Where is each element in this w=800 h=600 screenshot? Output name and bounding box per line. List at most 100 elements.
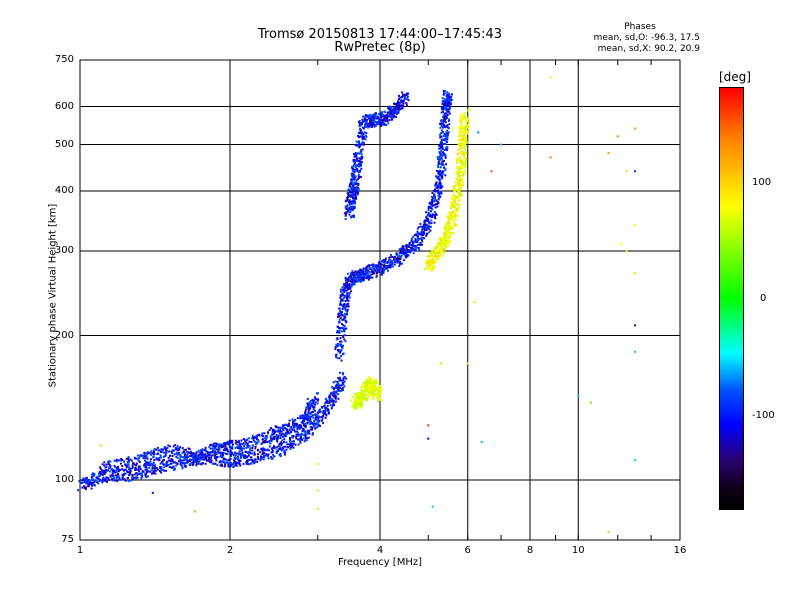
trace-point	[447, 229, 450, 231]
trace-point	[314, 427, 317, 430]
trace-point	[394, 256, 397, 258]
trace-point	[444, 102, 447, 105]
trace-point	[276, 440, 279, 443]
trace-point	[460, 167, 463, 170]
trace-point	[442, 248, 445, 251]
trace-point	[405, 102, 408, 105]
trace-point	[307, 415, 310, 418]
trace-point	[361, 272, 364, 275]
trace-point	[438, 193, 440, 196]
trace-point	[147, 451, 150, 454]
trace-point	[312, 416, 315, 419]
trace-point	[356, 164, 359, 167]
trace-point	[391, 262, 394, 265]
trace-point	[416, 239, 418, 242]
trace-point	[357, 177, 360, 180]
trace-point	[339, 387, 341, 389]
trace-point	[231, 441, 233, 444]
trace-point	[420, 237, 423, 240]
trace-point	[396, 259, 399, 262]
trace-point	[371, 381, 373, 384]
trace-point	[353, 406, 356, 409]
trace-point	[340, 390, 343, 393]
trace-point	[432, 255, 435, 258]
trace-point	[458, 146, 461, 149]
trace-point	[376, 267, 379, 270]
trace-point	[432, 189, 435, 192]
trace-point	[346, 281, 349, 284]
trace-point	[462, 140, 465, 143]
trace-point	[310, 415, 313, 418]
trace-point	[318, 415, 320, 418]
trace-point	[423, 224, 426, 227]
trace-point	[185, 461, 188, 464]
trace-point	[137, 457, 140, 460]
trace-point	[332, 388, 335, 391]
trace-point	[366, 378, 369, 381]
trace-point	[208, 454, 211, 457]
trace-point	[417, 232, 420, 235]
trace-point	[113, 459, 116, 462]
trace-point	[265, 438, 267, 441]
trace-point	[344, 307, 347, 310]
trace-point	[389, 110, 392, 113]
trace-point	[339, 310, 342, 313]
trace-point	[98, 480, 101, 483]
trace-point	[432, 213, 435, 216]
trace-point	[360, 278, 363, 281]
trace-point	[97, 478, 100, 481]
trace-point	[351, 405, 354, 408]
trace-point	[346, 308, 349, 311]
trace-point	[443, 237, 446, 240]
trace-point	[311, 426, 314, 429]
trace-point	[107, 477, 110, 480]
trace-point	[446, 110, 449, 113]
trace-point	[397, 111, 400, 114]
trace-point	[348, 294, 351, 297]
trace-point	[158, 458, 161, 461]
trace-point	[348, 210, 351, 213]
trace-point	[446, 126, 449, 129]
trace-point	[322, 421, 325, 424]
trace-point	[362, 272, 365, 275]
trace-point	[93, 472, 96, 475]
trace-point	[441, 185, 444, 188]
trace-point	[92, 479, 95, 482]
trace-point	[106, 480, 108, 483]
trace-point	[241, 452, 244, 455]
trace-point	[345, 289, 348, 292]
trace-point	[405, 247, 408, 250]
trace-point	[283, 450, 286, 452]
trace-point	[443, 92, 446, 95]
trace-point	[440, 162, 443, 164]
trace-point	[307, 420, 310, 423]
trace-point	[368, 389, 371, 391]
trace-point	[215, 452, 218, 455]
noise-point	[466, 362, 469, 365]
trace-point	[213, 442, 215, 445]
trace-point	[198, 451, 201, 454]
trace-point	[428, 263, 431, 266]
trace-point	[441, 242, 444, 245]
trace-point	[295, 425, 297, 428]
trace-point	[360, 121, 363, 124]
trace-point	[384, 115, 386, 118]
trace-point	[233, 461, 236, 464]
trace-point	[339, 337, 342, 340]
trace-point	[272, 453, 274, 456]
trace-point	[458, 191, 461, 193]
trace-point	[220, 453, 223, 456]
trace-point	[442, 126, 444, 129]
trace-point	[246, 442, 249, 445]
trace-point	[382, 121, 385, 124]
trace-point	[351, 182, 354, 185]
trace-point	[141, 470, 144, 472]
trace-point	[363, 115, 366, 118]
trace-point	[314, 413, 317, 416]
trace-point	[413, 234, 416, 237]
trace-point	[433, 193, 436, 196]
trace-point	[457, 149, 460, 151]
trace-point	[147, 470, 150, 473]
trace-point	[102, 476, 105, 479]
trace-point	[431, 250, 434, 253]
